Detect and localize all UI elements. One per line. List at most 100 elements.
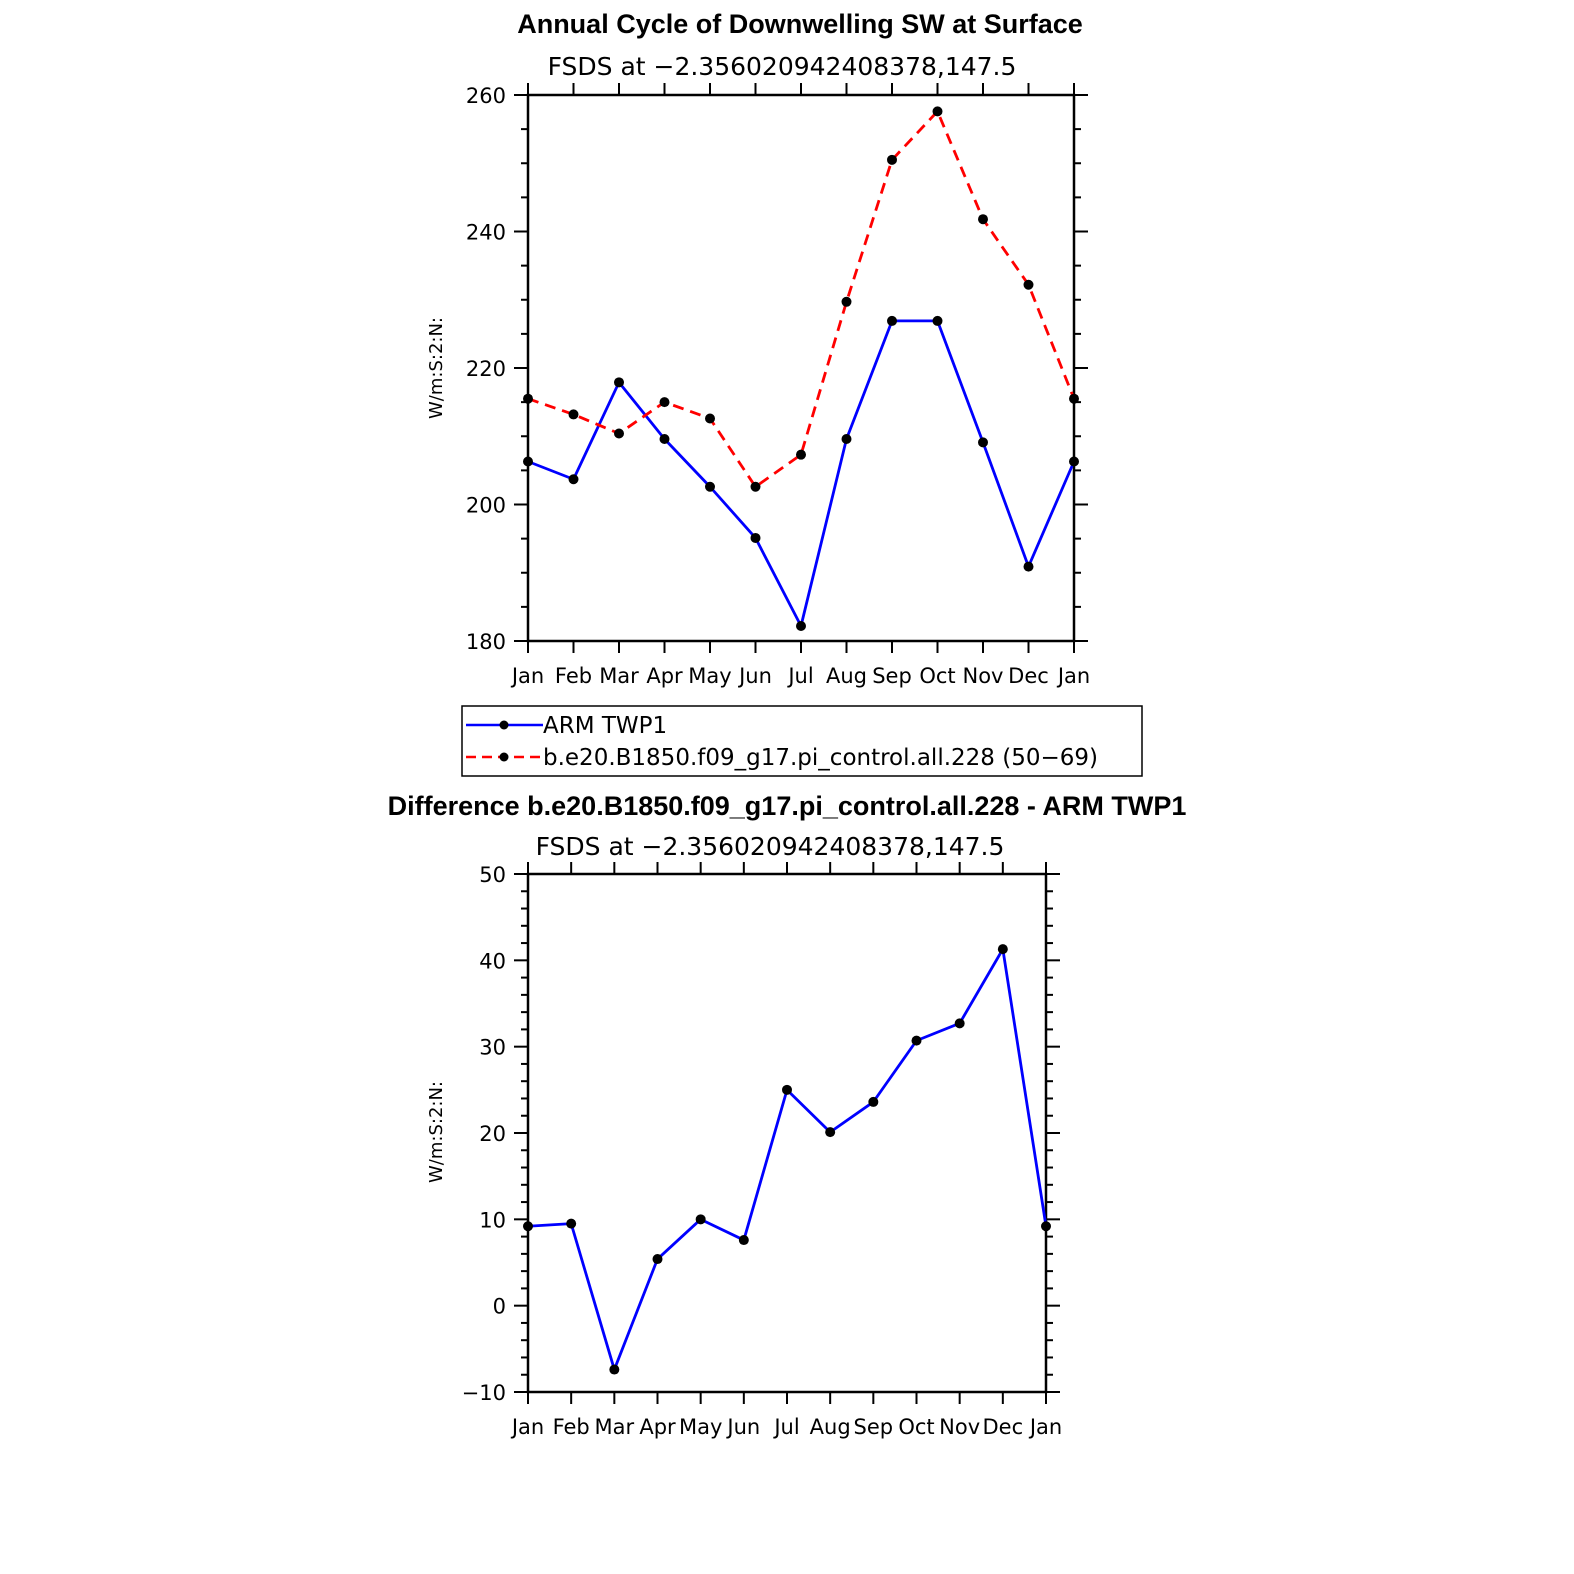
y-tick-label: 180 [466,630,506,654]
data-point [796,449,806,460]
x-tick-label: Jul [786,664,813,688]
y-tick-label: 50 [479,863,506,887]
x-tick-label: Mar [599,664,639,688]
data-point [614,428,624,439]
chart-subtitle: FSDS at −2.356020942408378,147.5 [548,52,1017,81]
data-point [932,106,943,117]
x-tick-label: Apr [646,664,683,688]
data-point [887,154,897,165]
data-point [738,1235,749,1246]
plot-border [526,872,1048,1394]
x-tick-label: Oct [898,1415,934,1439]
y-tick-label: 30 [479,1036,506,1060]
data-point [750,481,761,492]
series-group [523,106,1079,631]
data-point [841,433,852,444]
difference-chart: Difference b.e20.B1850.f09_g17.pi_contro… [388,791,1187,1439]
legend-marker-arm [499,720,509,730]
x-tick-label: May [679,1415,722,1439]
y-tick-label: 10 [479,1208,506,1232]
data-point [997,944,1008,955]
x-tick-label: Feb [555,664,592,688]
x-tick-label: Oct [919,664,955,688]
series-line-0 [527,947,1048,1371]
data-point [1023,561,1034,572]
x-tick-label: Jun [725,1415,760,1439]
chart-title: Annual Cycle of Downwelling SW at Surfac… [517,9,1083,39]
y-tick-label: 240 [466,221,506,245]
legend-marker-model [499,752,509,762]
y-axis-label: W/m:S:2:N: [426,1081,447,1183]
data-point [932,315,943,326]
data-point [782,1084,792,1095]
data-point [705,413,715,424]
plot-frame: −10 0 10 20 30 40 50 Jan Feb Mar Apr May Jun Jul Aug Se… [462,862,1062,1439]
x-tick-label: Jan [1028,1415,1062,1439]
chart-subtitle: FSDS at −2.356020942408378,147.5 [536,832,1005,861]
data-point [1069,456,1079,467]
legend: ARM TWP1 b.e20.B1850.f09_g17.pi_control.… [461,705,1143,777]
data-point [796,620,806,631]
annual-cycle-chart: Annual Cycle of Downwelling SW at Surfac… [426,9,1090,688]
legend-box [461,705,1143,777]
chart-title: Difference b.e20.B1850.f09_g17.pi_contro… [388,791,1187,821]
data-point [652,1254,663,1265]
data-point [695,1214,706,1225]
x-tick-label: Sep [872,664,912,688]
x-tick-label: Aug [826,664,867,688]
y-axis-label: W/m:S:2:N: [426,317,447,419]
plot-border [526,93,1076,643]
plot-frame: 180 200 220 240 260 Jan Feb Mar Apr May Jun Jul Aug S… [466,83,1090,688]
x-tick-label: Dec [1008,664,1049,688]
data-point [978,437,988,448]
data-point [568,474,579,485]
y-tick-label: 220 [466,357,506,381]
y-tick-label: 260 [466,84,506,108]
data-point [523,456,533,467]
series-group [523,944,1051,1375]
y-tick-label: 0 [493,1295,506,1319]
data-point [566,1218,577,1229]
x-tick-label: Dec [983,1415,1024,1439]
data-point [659,433,670,444]
legend-label-model: b.e20.B1850.f09_g17.pi_control.all.228 (… [543,745,1098,771]
data-point [887,315,897,326]
x-tick-label: Jul [772,1415,799,1439]
x-tick-label: Nov [963,664,1004,688]
data-point [523,393,533,404]
y-tick-label: 200 [466,494,506,518]
legend-item-arm: ARM TWP1 [466,713,667,739]
x-tick-label: May [688,664,731,688]
x-tick-label: Jun [737,664,772,688]
data-point [868,1096,879,1107]
x-tick-label: Jan [510,1415,544,1439]
x-tick-label: Nov [939,1415,980,1439]
data-point [911,1035,922,1046]
legend-item-model: b.e20.B1850.f09_g17.pi_control.all.228 (… [466,745,1098,771]
y-tick-label: 40 [479,949,506,973]
data-point [954,1018,965,1029]
data-point [609,1364,620,1375]
x-tick-label: Jan [510,664,544,688]
x-tick-label: Feb [553,1415,590,1439]
data-point [523,1221,533,1232]
y-tick-label: 20 [479,1122,506,1146]
series-line-1 [527,109,1076,489]
data-point [750,532,761,543]
data-point [659,397,670,408]
x-tick-label: Aug [810,1415,851,1439]
series-line-0 [527,319,1076,628]
data-point [825,1127,836,1138]
x-tick-label: Mar [595,1415,635,1439]
data-point [568,409,579,420]
x-tick-label: Apr [639,1415,676,1439]
data-point [978,214,988,225]
data-point [614,377,624,388]
y-tick-label: −10 [462,1381,506,1405]
legend-label-arm: ARM TWP1 [543,713,667,739]
data-point [1069,393,1079,404]
data-point [1023,279,1034,290]
x-tick-label: Sep [854,1415,894,1439]
data-point [705,481,715,492]
